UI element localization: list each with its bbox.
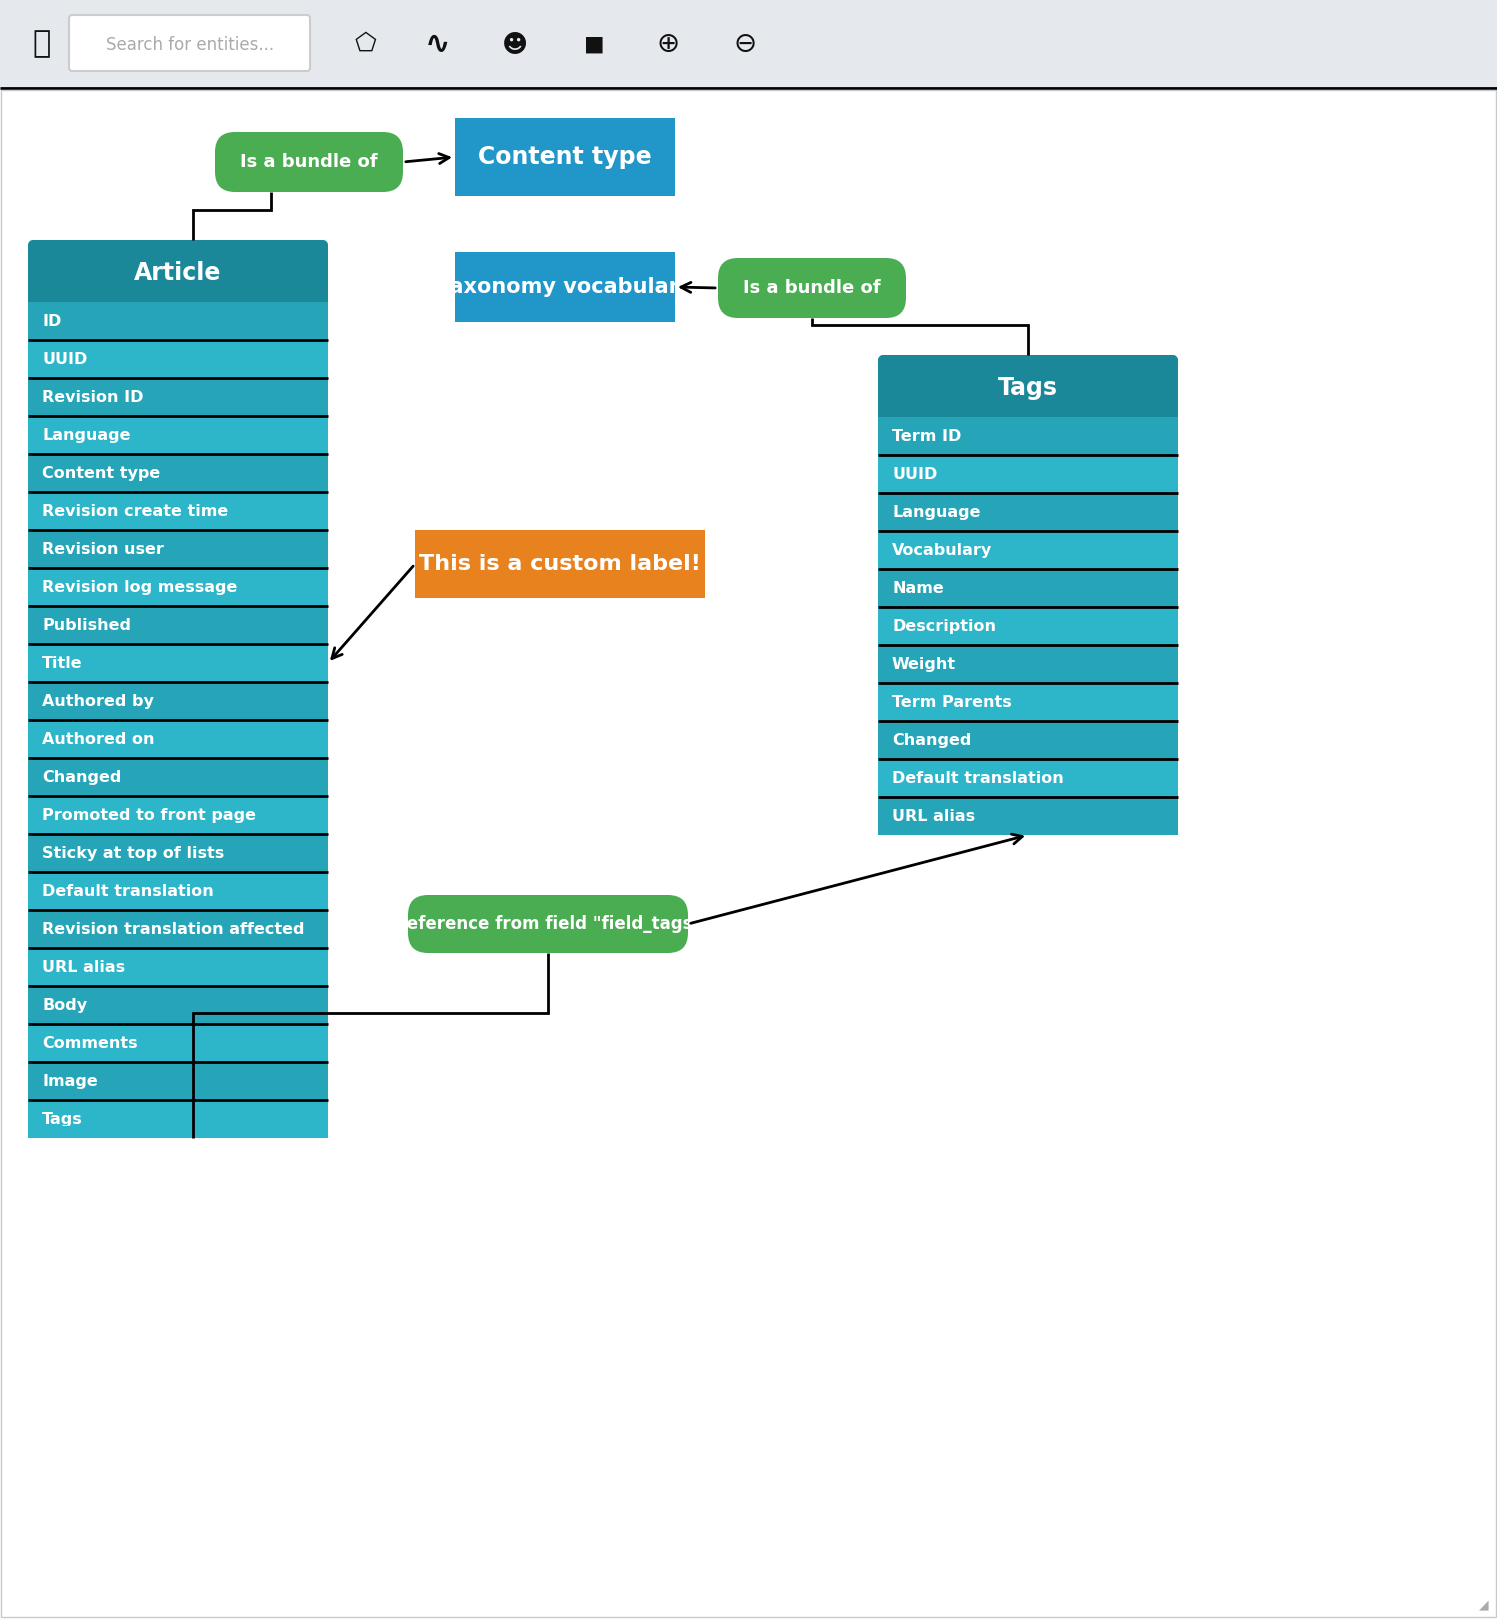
Text: Revision translation affected: Revision translation affected [42,921,304,936]
Text: Changed: Changed [892,732,972,748]
Bar [879,568,1178,607]
Bar [28,1062,328,1099]
Text: ⌕: ⌕ [33,29,51,58]
Text: Image: Image [42,1073,97,1088]
Text: Authored by: Authored by [42,693,154,709]
Bar [28,416,328,453]
FancyBboxPatch shape [28,240,328,1138]
Text: Language: Language [42,427,130,442]
Text: URL alias: URL alias [42,960,126,975]
Bar [28,377,328,416]
Text: Term ID: Term ID [892,429,961,444]
Text: Revision user: Revision user [42,541,163,557]
Text: UUID: UUID [42,351,87,366]
FancyBboxPatch shape [879,355,1178,418]
Bar [879,644,1178,683]
Bar [28,1023,328,1062]
Bar [28,644,328,682]
Text: ID: ID [42,314,61,329]
Text: ▪: ▪ [582,28,605,60]
Bar [455,253,675,322]
Bar [28,529,328,568]
Text: Language: Language [892,505,981,520]
FancyBboxPatch shape [879,355,1178,835]
Bar [879,455,1178,494]
Text: Default translation: Default translation [892,771,1064,785]
Bar [28,606,328,644]
Bar [28,797,328,834]
Bar [28,340,328,377]
Bar [28,910,328,949]
Text: Body: Body [42,997,87,1012]
Text: Promoted to front page: Promoted to front page [42,808,256,822]
Text: Comments: Comments [42,1036,138,1051]
Text: Name: Name [892,581,943,596]
Bar [28,682,328,720]
Bar [455,118,675,196]
Bar [28,758,328,797]
Bar [28,720,328,758]
Text: Changed: Changed [42,769,121,785]
Bar [28,453,328,492]
Text: Default translation: Default translation [42,884,214,899]
Bar [28,1099,328,1138]
FancyBboxPatch shape [28,1125,328,1138]
Text: Published: Published [42,617,132,633]
Text: Title: Title [42,656,82,670]
Text: Revision create time: Revision create time [42,504,228,518]
Bar [28,492,328,529]
Bar [28,873,328,910]
Text: ⊕: ⊕ [656,31,680,58]
Text: Is a bundle of: Is a bundle of [743,278,880,296]
FancyBboxPatch shape [216,133,403,193]
Bar [879,494,1178,531]
Bar [28,303,328,340]
FancyBboxPatch shape [719,257,906,317]
Bar [879,418,1178,455]
Bar [879,531,1178,568]
Bar [28,949,328,986]
Text: Search for entities...: Search for entities... [106,36,274,53]
Text: Vocabulary: Vocabulary [892,542,993,557]
Text: ⬠: ⬠ [355,32,376,57]
Bar [879,683,1178,720]
Text: Content type: Content type [478,146,651,168]
Text: UUID: UUID [892,466,937,481]
Text: Taxonomy vocabulary: Taxonomy vocabulary [437,277,692,296]
FancyBboxPatch shape [28,240,328,303]
Bar [879,759,1178,797]
Bar [28,270,328,303]
Text: This is a custom label!: This is a custom label! [419,554,701,575]
Bar [0,0,1497,87]
Text: ∿: ∿ [425,29,451,58]
FancyBboxPatch shape [409,895,689,954]
Text: Content type: Content type [42,466,160,481]
Text: Description: Description [892,618,996,633]
Text: Tags: Tags [42,1112,82,1127]
Text: Sticky at top of lists: Sticky at top of lists [42,845,225,861]
Bar [28,834,328,873]
Text: Authored on: Authored on [42,732,154,746]
Bar [879,607,1178,644]
Text: Weight: Weight [892,656,957,672]
Text: Revision ID: Revision ID [42,390,144,405]
Bar [28,986,328,1023]
Text: Article: Article [135,261,222,285]
Text: Reference from field "field_tags": Reference from field "field_tags" [394,915,702,933]
Bar [879,720,1178,759]
Bar [879,797,1178,835]
Text: URL alias: URL alias [892,808,975,824]
Text: Term Parents: Term Parents [892,695,1012,709]
FancyBboxPatch shape [69,15,310,71]
Text: Is a bundle of: Is a bundle of [240,154,377,172]
Bar [28,568,328,606]
FancyBboxPatch shape [879,822,1178,835]
Text: ◢: ◢ [1479,1598,1490,1611]
Text: ⊖: ⊖ [734,31,756,58]
Bar [415,529,705,597]
Bar [879,385,1178,418]
Text: Revision log message: Revision log message [42,580,238,594]
Text: Tags: Tags [998,376,1058,400]
Text: ☻: ☻ [501,32,528,57]
